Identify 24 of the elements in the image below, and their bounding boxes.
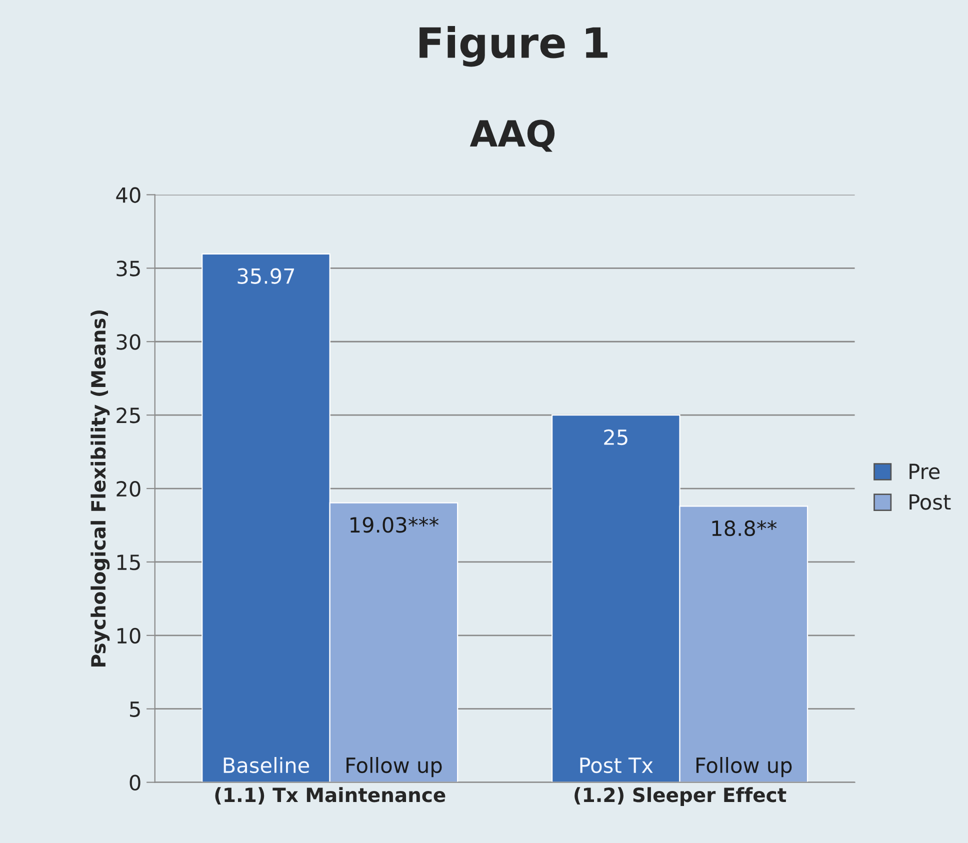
data-label: 18.8**: [712, 520, 777, 536]
annotation: Follow up: [696, 757, 792, 778]
x-tick-label: (1.1) Tx Maintenance: [215, 787, 446, 805]
x-tick-label: (1.2) Sleeper Effect: [574, 787, 786, 806]
y-tick-label: 35: [116, 260, 140, 276]
y-tick-label: 25: [116, 408, 140, 424]
y-tick-label: 15: [117, 554, 140, 570]
y-tick-label: 10: [117, 628, 140, 644]
annotation: Post Tx: [580, 758, 653, 774]
data-label: 25: [604, 429, 628, 446]
y-tick-label: 20: [116, 480, 140, 497]
data-label: 19.03***: [350, 517, 439, 533]
legend-label: Pre: [910, 464, 940, 480]
legend-label: Post: [910, 494, 951, 510]
y-tick-label: 40: [116, 187, 140, 203]
annotation: Baseline: [224, 757, 310, 774]
chart-subtitle: AAQ: [470, 120, 555, 152]
y-tick-label: 30: [116, 334, 140, 350]
y-tick-label: 5: [130, 702, 140, 718]
y-tick-label: 0: [130, 774, 140, 791]
annotation: Follow up: [346, 757, 442, 778]
chart-title: Figure 1: [420, 26, 608, 67]
data-label: 35.97: [238, 268, 294, 284]
y-axis-title: Psychological Flexibility (Means): [90, 310, 110, 666]
